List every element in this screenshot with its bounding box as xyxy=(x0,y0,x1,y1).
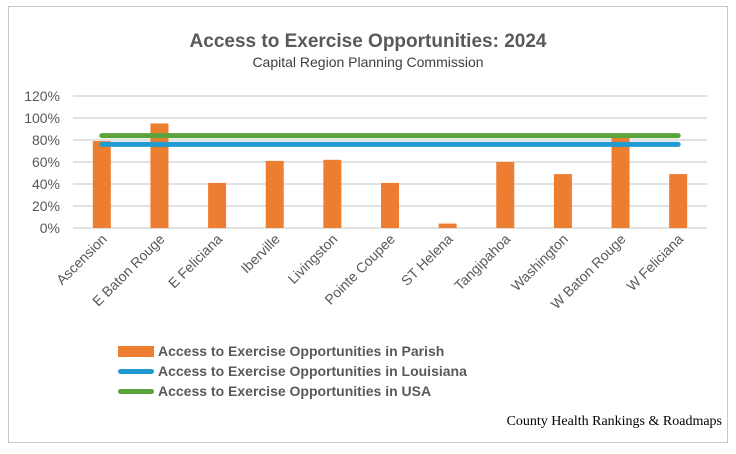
x-tick-label: Washington xyxy=(508,231,571,294)
bar-w-baton-rouge xyxy=(611,135,630,228)
legend-swatch xyxy=(118,388,154,394)
legend-item: Access to Exercise Opportunities in Pari… xyxy=(118,341,467,361)
x-tick-label: Livingston xyxy=(285,231,341,287)
legend-label: Access to Exercise Opportunities in Loui… xyxy=(158,363,467,379)
x-tick-label: ST Helena xyxy=(398,231,456,289)
bar-washington xyxy=(553,174,572,228)
legend: Access to Exercise Opportunities in Pari… xyxy=(118,341,467,401)
bar-e-baton-rouge xyxy=(150,123,169,228)
x-tick-label: W Feliciana xyxy=(623,231,686,294)
y-tick-label: 40% xyxy=(32,176,60,192)
y-tick-label: 120% xyxy=(24,88,60,104)
bar-st-helena xyxy=(438,223,457,228)
y-tick-label: 100% xyxy=(24,110,60,126)
x-tick-label: Ascension xyxy=(53,231,110,288)
y-tick-label: 80% xyxy=(32,132,60,148)
legend-swatch xyxy=(118,368,154,374)
chart-title: Access to Exercise Opportunities: 2024 xyxy=(189,31,547,52)
legend-label: Access to Exercise Opportunities in USA xyxy=(158,383,432,399)
legend-swatch xyxy=(118,345,154,357)
chart-subtitle: Capital Region Planning Commission xyxy=(252,54,484,70)
bar-livingston xyxy=(323,159,342,228)
source-note: County Health Rankings & Roadmaps xyxy=(506,414,722,429)
legend-item: Access to Exercise Opportunities in Loui… xyxy=(118,361,467,381)
bar-w-feliciana xyxy=(669,174,688,228)
y-tick-label: 0% xyxy=(40,220,60,236)
x-tick-label: Tangipahoa xyxy=(451,231,514,294)
y-tick-label: 20% xyxy=(32,198,60,214)
chart-frame xyxy=(8,6,728,443)
bar-e-feliciana xyxy=(208,182,227,228)
x-tick-label: Iberville xyxy=(237,231,283,277)
bar-pointe-coupee xyxy=(381,182,399,228)
bar-tangipahoa xyxy=(496,162,515,228)
legend-label: Access to Exercise Opportunities in Pari… xyxy=(158,343,445,359)
bar-ascension xyxy=(92,141,111,228)
bar-iberville xyxy=(265,160,284,228)
legend-item: Access to Exercise Opportunities in USA xyxy=(118,381,467,401)
y-tick-label: 60% xyxy=(32,154,60,170)
x-tick-label: E Feliciana xyxy=(165,231,225,291)
